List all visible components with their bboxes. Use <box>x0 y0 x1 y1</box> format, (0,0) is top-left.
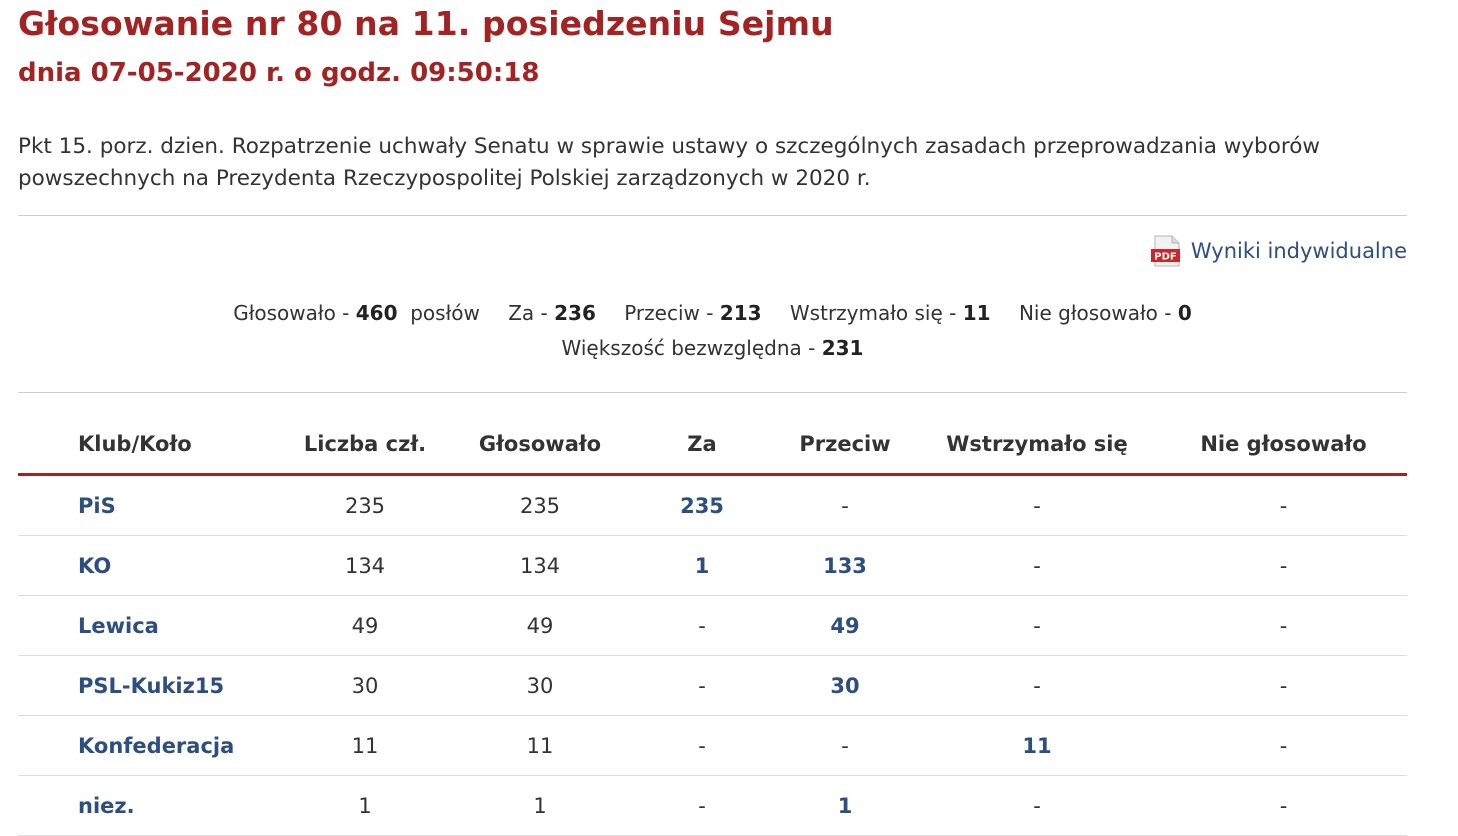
cell-for: - <box>628 715 776 776</box>
cell-members: 134 <box>278 535 452 596</box>
summary-abstain: Wstrzymało się - 11 <box>789 301 991 325</box>
table-row: PSL-Kukiz15 30 30 - 30 - - <box>18 655 1407 716</box>
club-link-ko[interactable]: KO <box>78 553 112 578</box>
cell-members: 235 <box>278 474 452 536</box>
cell-absent: - <box>1160 655 1407 716</box>
cell-against-link[interactable]: 49 <box>830 613 860 638</box>
cell-against-link[interactable]: 133 <box>823 553 867 578</box>
cell-for: - <box>628 775 776 836</box>
club-link-pis[interactable]: PiS <box>78 493 116 518</box>
cell-for: - <box>628 595 776 656</box>
divider-top <box>18 215 1407 216</box>
table-row: niez. 1 1 - 1 - - <box>18 775 1407 836</box>
cell-for-link[interactable]: 235 <box>680 493 724 518</box>
cell-members: 30 <box>278 655 452 716</box>
pdf-icon: PDF <box>1150 235 1182 267</box>
cell-members: 11 <box>278 715 452 776</box>
cell-absent: - <box>1160 775 1407 836</box>
club-votes-table: Klub/Koło Liczba czł. Głosowało Za Przec… <box>18 415 1407 836</box>
cell-abstain: - <box>914 474 1160 536</box>
club-link-niez[interactable]: niez. <box>78 793 135 818</box>
cell-against-link[interactable]: 30 <box>830 673 860 698</box>
column-header-for: Za <box>628 415 776 476</box>
cell-absent: - <box>1160 474 1407 536</box>
table-row: Lewica 49 49 - 49 - - <box>18 595 1407 656</box>
page-title: Głosowanie nr 80 na 11. posiedzeniu Sejm… <box>18 4 834 43</box>
cell-voted: 235 <box>452 474 628 536</box>
pdf-link-label: Wyniki indywidualne <box>1190 239 1407 263</box>
table-row: KO 134 134 1 133 - - <box>18 535 1407 596</box>
club-link-psl-kukiz15[interactable]: PSL-Kukiz15 <box>78 673 225 698</box>
cell-abstain: - <box>914 655 1160 716</box>
summary-against: Przeciw - 213 <box>624 301 762 325</box>
cell-absent: - <box>1160 595 1407 656</box>
column-header-absent: Nie głosowało <box>1160 415 1407 476</box>
cell-voted: 30 <box>452 655 628 716</box>
column-header-against: Przeciw <box>776 415 914 476</box>
table-row: Konfederacja 11 11 - - 11 - <box>18 715 1407 776</box>
cell-members: 1 <box>278 775 452 836</box>
club-link-lewica[interactable]: Lewica <box>78 613 159 638</box>
page-subtitle-date: dnia 07-05-2020 r. o godz. 09:50:18 <box>18 58 540 88</box>
cell-against-link[interactable]: 1 <box>837 793 853 818</box>
column-header-abstain: Wstrzymało się <box>914 415 1160 476</box>
cell-members: 49 <box>278 595 452 656</box>
cell-voted: 11 <box>452 715 628 776</box>
summary-absent: Nie głosowało - 0 <box>1018 301 1192 325</box>
cell-voted: 49 <box>452 595 628 656</box>
cell-abstain-link[interactable]: 11 <box>1022 733 1052 758</box>
cell-against: - <box>776 715 914 776</box>
table-row: PiS 235 235 235 - - - <box>18 474 1407 536</box>
summary-majority: Większość bezwzględna - 231 <box>561 336 864 360</box>
summary-voted: Głosowało - 460 posłów <box>233 301 480 325</box>
summary-for: Za - 236 <box>508 301 596 325</box>
vote-summary: Głosowało - 460 posłów Za - 236 Przeciw … <box>18 296 1407 366</box>
cell-abstain: - <box>914 775 1160 836</box>
column-header-voted: Głosowało <box>452 415 628 476</box>
club-link-konfederacja[interactable]: Konfederacja <box>78 733 235 758</box>
cell-voted: 134 <box>452 535 628 596</box>
table-header-row: Klub/Koło Liczba czł. Głosowało Za Przec… <box>18 415 1407 476</box>
divider-bottom <box>18 392 1407 393</box>
svg-text:PDF: PDF <box>1154 252 1176 263</box>
cell-for-link[interactable]: 1 <box>694 553 710 578</box>
cell-absent: - <box>1160 715 1407 776</box>
cell-against: - <box>776 474 914 536</box>
individual-results-pdf-link[interactable]: PDF Wyniki indywidualne <box>1150 235 1407 267</box>
column-header-members: Liczba czł. <box>278 415 452 476</box>
column-header-club: Klub/Koło <box>18 415 278 476</box>
cell-absent: - <box>1160 535 1407 596</box>
cell-for: - <box>628 655 776 716</box>
cell-voted: 1 <box>452 775 628 836</box>
agenda-description: Pkt 15. porz. dzien. Rozpatrzenie uchwał… <box>18 134 1320 191</box>
cell-abstain: - <box>914 595 1160 656</box>
cell-abstain: - <box>914 535 1160 596</box>
